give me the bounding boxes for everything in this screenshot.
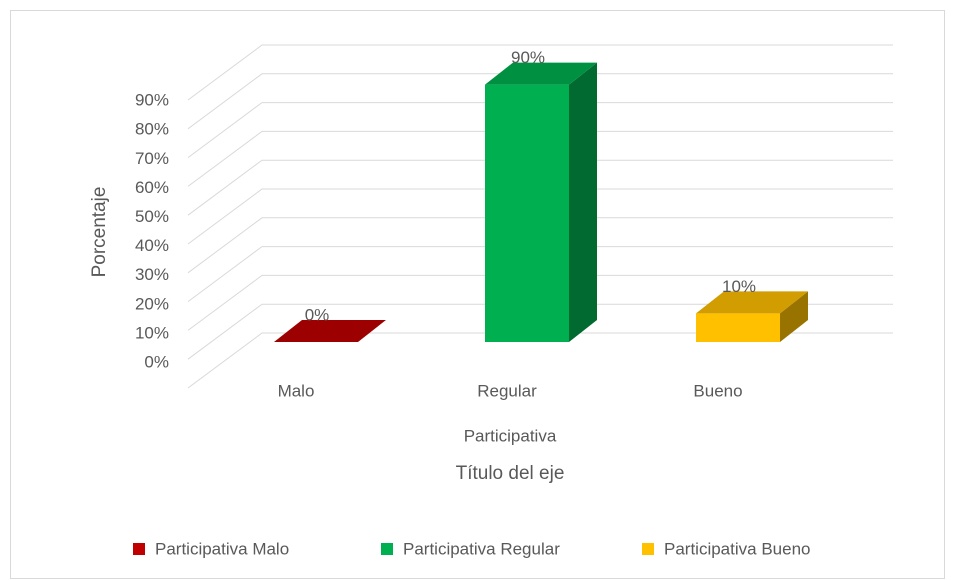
y-tick-label: 60% (135, 178, 169, 197)
grid-line (187, 332, 893, 389)
y-tick-label: 40% (135, 236, 169, 255)
data-label: 10% (722, 277, 756, 296)
legend-swatch (642, 543, 654, 555)
y-tick-label: 20% (135, 294, 169, 313)
legend-swatch (133, 543, 145, 555)
y-tick-label: 10% (135, 323, 169, 342)
grid-line (187, 130, 893, 187)
grid-line (187, 102, 893, 159)
x-tick-label: Malo (278, 381, 315, 400)
data-label: 0% (305, 305, 330, 324)
legend-swatch (381, 543, 393, 555)
y-tick-label: 0% (144, 352, 169, 371)
x-tick-label: Regular (477, 381, 537, 400)
y-axis-title: Porcentaje (89, 187, 110, 278)
grid-line (187, 159, 893, 216)
bar-side (780, 291, 808, 342)
bar-front (485, 84, 569, 342)
grid-line (187, 246, 893, 303)
wall-edge (187, 44, 893, 101)
grid-line (187, 217, 893, 274)
grid-line (187, 188, 893, 245)
bar-top (485, 62, 597, 85)
bar (274, 320, 386, 342)
data-label: 90% (511, 48, 545, 67)
legend-label: Participativa Regular (403, 539, 560, 558)
y-tick-label: 30% (135, 265, 169, 284)
y-tick-label: 90% (135, 91, 169, 110)
grid-line (187, 274, 893, 331)
bar-top (696, 291, 808, 314)
grid-line (187, 73, 893, 130)
category-group-label: Participativa (464, 426, 557, 445)
bar-top (274, 320, 386, 342)
y-tick-label: 50% (135, 207, 169, 226)
y-tick-label: 80% (135, 120, 169, 139)
legend-label: Participativa Malo (155, 539, 289, 558)
legend-label: Participativa Bueno (664, 539, 810, 558)
bar (696, 291, 808, 342)
bar (485, 62, 597, 342)
x-axis-title: Título del eje (456, 463, 565, 484)
y-tick-label: 70% (135, 149, 169, 168)
x-tick-label: Bueno (693, 381, 742, 400)
grid-line (187, 303, 893, 360)
bar-front (696, 313, 780, 342)
bar-side (569, 62, 597, 342)
